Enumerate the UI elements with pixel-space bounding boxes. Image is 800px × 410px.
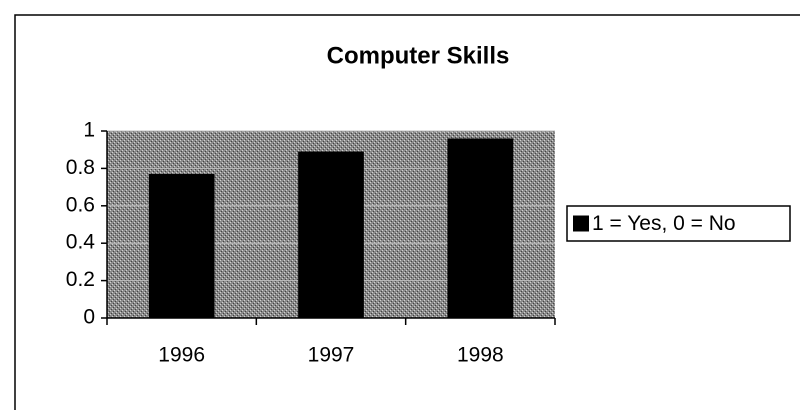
bar [298, 151, 364, 318]
y-tick-label: 0.4 [66, 231, 96, 254]
y-tick-label: 0.2 [66, 268, 95, 291]
y-tick-label: 0.8 [66, 156, 95, 179]
x-tick-label: 1996 [158, 344, 205, 367]
x-tick-label: 1997 [308, 344, 355, 367]
y-tick-label: 0.6 [66, 193, 95, 216]
y-tick-label: 0 [83, 306, 95, 329]
chart-title: Computer Skills [327, 42, 510, 69]
bar [148, 174, 215, 318]
y-tick-label: 1 [83, 119, 95, 142]
x-tick-label: 1998 [457, 344, 504, 367]
legend-label: 1 = Yes, 0 = No [592, 212, 736, 235]
legend-swatch [573, 215, 589, 232]
bar [447, 138, 514, 318]
legend-box [566, 205, 791, 242]
